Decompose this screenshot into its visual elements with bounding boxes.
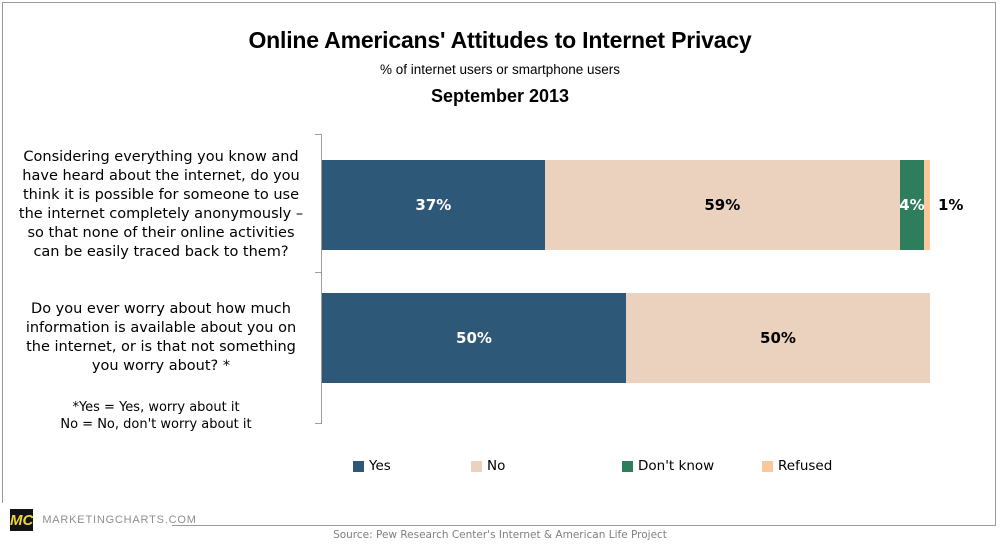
bar-segment-refused [923, 160, 930, 250]
bar-row-anonymity: 37% 59% 4% 1% [322, 160, 963, 250]
segment-value-label: 4% [899, 196, 925, 214]
segment-value-label: 59% [704, 196, 741, 214]
axis-tick [315, 423, 321, 424]
legend-swatch-icon [622, 460, 633, 472]
question-footnote: *Yes = Yes, worry about it No = No, don'… [60, 400, 252, 432]
bar-segment-don-t-know: 4% [899, 160, 925, 250]
outside-value-label: 1% [938, 196, 964, 214]
segment-value-label: 50% [456, 329, 492, 347]
page-title: Online Americans' Attitudes to Internet … [248, 27, 752, 53]
legend-item-don-t-know: Don't know [622, 458, 714, 474]
axis-tick [315, 134, 321, 135]
legend-label: Yes [369, 458, 391, 474]
source-note: Source: Pew Research Center's Internet &… [333, 529, 667, 541]
page-subtitle: % of internet users or smartphone users [379, 62, 621, 77]
segment-value-label: 37% [415, 196, 452, 214]
question-label-worry: Do you ever worry about how much informa… [25, 301, 297, 374]
legend-item-yes: Yes [353, 458, 391, 474]
category-axis [321, 134, 322, 424]
legend-swatch-icon [762, 460, 773, 472]
brand-name: MARKETINGCHARTS.COM [42, 514, 197, 526]
segment-value-label: 50% [760, 329, 796, 347]
bar-segment-yes: 50% [322, 293, 626, 383]
legend-swatch-icon [471, 460, 482, 472]
legend-swatch-icon [353, 460, 364, 472]
legend-item-no: No [471, 458, 505, 474]
bar-row-worry: 50% 50% [322, 293, 930, 383]
legend-label: Refused [778, 458, 833, 474]
axis-tick [315, 272, 321, 273]
chart-frame [2, 2, 996, 526]
bar-segment-yes: 37% [322, 160, 545, 250]
brand-logo-block: MC MARKETINGCHARTS.COM [0, 503, 196, 537]
question-label-anonymity: Considering everything you know and have… [18, 149, 304, 260]
bar-segment-no: 50% [626, 293, 930, 383]
mc-logo-icon: MC [10, 509, 34, 531]
bar-segment-no: 59% [544, 160, 900, 250]
legend-item-refused: Refused [762, 458, 832, 474]
period-label: September 2013 [430, 86, 570, 106]
legend-label: Don't know [638, 458, 715, 474]
legend-label: No [487, 458, 506, 474]
